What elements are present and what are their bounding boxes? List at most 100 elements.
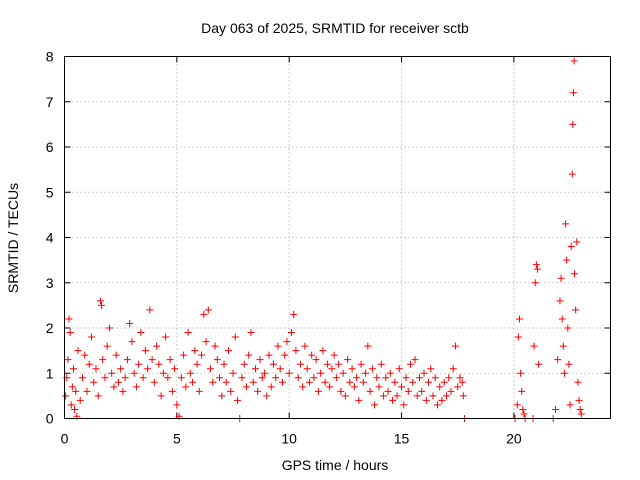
data-point [326,383,334,391]
data-point [204,306,212,314]
data-point [384,387,392,395]
data-point [243,383,250,391]
data-point [574,378,582,386]
data-point [312,356,320,364]
data-point [442,392,450,400]
data-point [126,319,134,327]
data-point [341,392,349,400]
data-point [189,378,197,386]
data-point [422,396,430,404]
x-tick-label: 20 [506,431,522,447]
data-point [144,365,152,373]
data-point [66,329,74,337]
data-point [431,374,439,382]
data-point [256,356,264,364]
data-point [569,120,577,128]
data-point [76,396,84,404]
data-point [132,383,140,391]
y-tick-label: 3 [46,275,54,291]
data-point [153,342,161,350]
x-axis-label: GPS time / hours [282,457,389,473]
data-point [380,392,388,400]
data-point [139,374,147,382]
data-point [344,356,352,364]
data-point [438,396,446,404]
y-tick-label: 7 [46,94,54,110]
y-tick-labels: 0 1 2 3 4 5 6 7 8 [46,49,54,427]
data-point [328,365,336,373]
chart-title: Day 063 of 2025, SRMTID for receiver sct… [201,20,469,36]
data-point [364,342,372,350]
data-point [386,369,394,377]
data-point [263,392,271,400]
data-point [171,365,179,373]
data-point [290,310,298,318]
data-point [72,387,80,395]
data-point [130,369,138,377]
data-point [409,378,417,386]
data-point [121,374,129,382]
data-point [65,315,73,323]
y-tick-label: 4 [46,230,54,246]
data-point [445,374,453,382]
data-point [436,383,444,391]
data-point [310,374,318,382]
data-point [566,401,574,409]
data-point [420,369,428,377]
data-point [557,274,565,282]
data-point [148,356,156,364]
y-tick-label: 0 [46,411,54,427]
data-point [535,360,543,368]
data-point [398,383,406,391]
data-point [173,401,181,409]
x-tick-label: 15 [394,431,410,447]
data-point [373,374,381,382]
data-point [155,360,163,368]
data-point [164,374,172,382]
data-point [517,369,525,377]
data-point [346,378,354,386]
data-point [62,392,70,400]
data-point [564,324,572,332]
data-point [276,365,284,373]
data-point [186,369,194,377]
data-point [216,374,224,382]
data-point [64,356,72,364]
data-point [137,329,145,337]
data-point [303,365,311,373]
data-point [247,329,255,337]
y-axis-label: SRMTID / TECUs [5,183,21,293]
data-point [513,401,521,409]
data-point [74,347,82,355]
y-tick-label: 8 [46,49,54,65]
data-point [105,324,113,332]
x-tick-label: 10 [281,431,297,447]
data-point [180,351,188,359]
data-point [267,383,275,391]
data-point [218,392,226,400]
data-point [209,378,217,386]
data-point [368,365,376,373]
data-point [411,356,419,364]
data-point [182,383,190,391]
data-point [99,356,107,364]
data-point [285,369,293,377]
data-point [516,315,523,323]
data-point [162,333,170,341]
data-point [559,342,567,350]
data-point [101,374,109,382]
data-point [454,383,462,391]
data-point [283,338,291,346]
data-point [308,351,316,359]
data-point [314,387,322,395]
data-point [299,383,307,391]
y-tick-label: 2 [46,320,54,336]
data-point [382,374,390,382]
data-point [301,342,309,350]
data-series-srmtid [62,57,585,422]
data-point [375,383,383,391]
data-point [195,387,203,395]
data-point [565,360,573,368]
data-point [225,347,233,355]
data-point [166,356,174,364]
